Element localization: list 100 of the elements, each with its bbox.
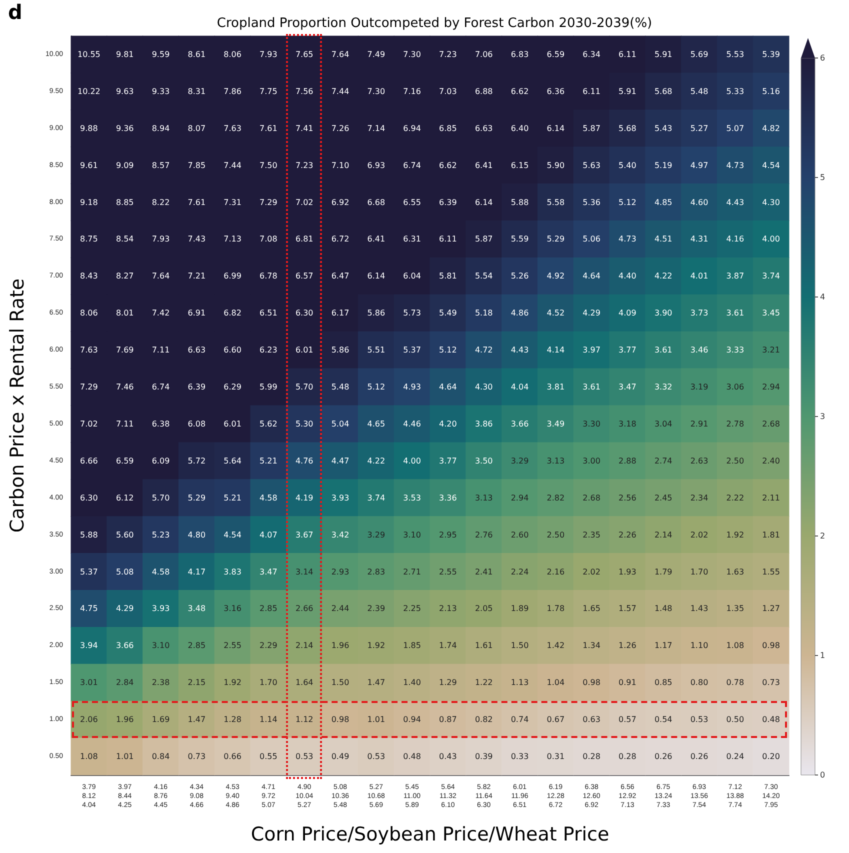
data-label: 1.29: [439, 678, 457, 688]
data-label: 1.50: [331, 678, 350, 688]
data-label: 2.11: [762, 493, 780, 502]
data-label: 0.55: [260, 752, 278, 762]
data-label: 7.61: [260, 124, 278, 133]
data-label: 2.91: [690, 419, 708, 428]
data-label: 9.61: [80, 160, 98, 170]
data-label: 1.34: [582, 641, 600, 650]
data-label: 6.74: [403, 160, 421, 170]
data-label: 4.64: [439, 382, 457, 392]
data-label: 7.42: [152, 308, 170, 318]
data-label: 6.92: [331, 198, 350, 207]
data-label: 4.73: [618, 234, 636, 244]
data-label: 0.48: [762, 715, 780, 724]
data-label: 7.26: [331, 124, 350, 133]
data-label: 6.38: [152, 419, 170, 428]
data-label: 1.43: [690, 604, 708, 614]
data-label: 10.55: [77, 50, 100, 59]
data-label: 6.99: [224, 272, 242, 281]
data-label: 6.23: [260, 346, 278, 355]
data-label: 2.74: [654, 456, 672, 466]
data-label: 1.27: [762, 604, 780, 614]
data-label: 6.51: [260, 308, 278, 318]
data-label: 7.16: [403, 86, 421, 96]
data-label: 6.63: [474, 124, 493, 133]
data-label: 1.08: [726, 641, 744, 650]
data-label: 7.23: [295, 160, 314, 170]
data-label: 7.23: [439, 50, 457, 59]
data-label: 0.53: [295, 752, 314, 762]
data-label: 6.63: [188, 346, 206, 355]
text: d: [8, 0, 22, 24]
data-label: 3.46: [690, 346, 708, 355]
data-label: 6.30: [295, 308, 314, 318]
data-label: 6.47: [331, 272, 350, 281]
data-label: 0.39: [474, 752, 493, 762]
data-label: 4.29: [116, 604, 134, 614]
data-label: 7.86: [224, 86, 242, 96]
data-label: 3.87: [726, 272, 744, 281]
data-label: 5.21: [224, 493, 242, 502]
color-bar-label: 1: [820, 651, 826, 660]
data-label: 4.65: [367, 419, 386, 428]
data-label: 3.29: [510, 456, 529, 466]
data-label: 0.73: [188, 752, 206, 762]
data-label: 3.10: [403, 530, 421, 540]
data-label: 4.17: [188, 567, 206, 576]
data-label: 6.01: [295, 346, 314, 355]
data-label: 9.59: [152, 50, 170, 59]
data-label: 4.31: [690, 234, 708, 244]
data-label: 8.27: [116, 272, 134, 281]
data-label: 1.12: [295, 715, 314, 724]
data-label: 1.28: [224, 715, 242, 724]
data-label: 8.22: [152, 198, 170, 207]
data-label: 5.40: [618, 160, 636, 170]
data-label: 4.22: [654, 272, 672, 281]
data-label: 5.88: [510, 198, 529, 207]
data-label: 7.14: [367, 124, 386, 133]
data-label: 3.16: [224, 604, 242, 614]
data-label: 5.63: [582, 160, 600, 170]
data-label: 1.04: [546, 678, 565, 688]
data-label: 5.59: [510, 234, 529, 244]
data-label: 3.13: [546, 456, 565, 466]
data-label: 5.91: [618, 86, 636, 96]
data-label: 3.73: [690, 308, 708, 318]
data-label: 0.67: [546, 715, 565, 724]
data-label: 0.26: [654, 752, 672, 762]
data-label: 6.41: [474, 160, 493, 170]
data-label: 6.81: [295, 234, 314, 244]
data-label: 5.51: [367, 346, 386, 355]
data-label: 5.08: [116, 567, 134, 576]
data-label: 1.08: [80, 752, 98, 762]
data-label: 3.47: [260, 567, 278, 576]
data-label: 0.28: [582, 752, 600, 762]
data-label: 1.40: [403, 678, 421, 688]
data-label: 2.85: [260, 604, 278, 614]
data-label: 3.13: [474, 493, 493, 502]
data-label: 2.06: [80, 715, 98, 724]
data-label: 1.47: [188, 715, 206, 724]
data-label: 3.06: [726, 382, 744, 392]
y-axis-title: Carbon Price x Rental Rate: [6, 278, 28, 533]
data-label: 3.33: [726, 346, 744, 355]
data-label: 3.14: [295, 567, 314, 576]
data-label: 2.16: [546, 567, 565, 576]
data-label: 7.65: [295, 50, 314, 59]
data-label: 2.95: [439, 530, 457, 540]
data-label: 9.81: [116, 50, 134, 59]
data-label: 1.92: [224, 678, 242, 688]
data-label: 7.02: [80, 419, 98, 428]
data-label: 5.12: [439, 346, 457, 355]
data-label: 7.29: [260, 198, 278, 207]
data-label: 3.94: [80, 641, 98, 650]
data-label: 7.85: [188, 160, 206, 170]
data-label: 6.01: [224, 419, 242, 428]
data-label: 0.57: [618, 715, 636, 724]
data-label: 5.29: [546, 234, 565, 244]
data-label: 6.41: [367, 234, 386, 244]
data-label: 1.17: [654, 641, 672, 650]
data-label: 7.10: [331, 160, 350, 170]
data-label: 0.94: [403, 715, 421, 724]
data-label: 5.70: [152, 493, 170, 502]
data-label: 8.01: [116, 308, 134, 318]
